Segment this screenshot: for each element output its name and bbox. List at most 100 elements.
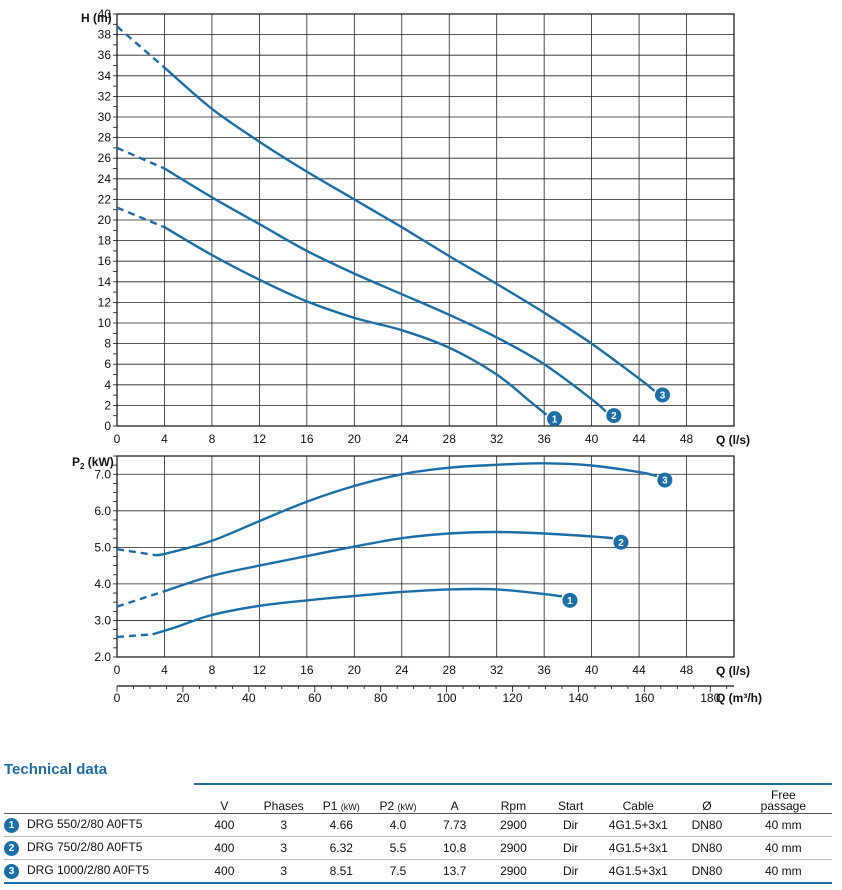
phases-header: Phases [263,799,304,813]
x-tick-label: 12 [253,432,267,446]
model-name: DRG 750/2/80 A0FT5 [27,840,143,855]
x-tick-label: 40 [585,663,599,677]
x-axis-label: Q (l/s) [716,664,750,678]
curve-3 [163,66,656,392]
model-cell: 2 DRG 750/2/80 A0FT5 [4,836,195,860]
row-number-badge: 3 [4,863,19,879]
rpm-header: Rpm [500,799,527,813]
y-tick-label: 4.0 [94,577,111,591]
secondary-x-tick-label: 20 [176,691,190,705]
x-tick-label: 8 [209,432,216,446]
x-tick-label: 32 [490,663,504,677]
plot-frame [116,13,735,427]
row-number-badge: 1 [4,817,19,833]
y-tick-label: 6 [104,357,111,371]
technical-data-title: Technical data [4,761,108,778]
x-tick-label: 4 [161,432,168,446]
p1-cell: 4.66 [312,813,370,837]
curve-3 [152,462,658,557]
y-tick-label: 14 [98,275,112,289]
y-tick-label: 34 [98,69,112,83]
voltage-header: V [220,799,229,813]
x-tick-label: 8 [209,663,216,677]
rpm-cell: 2900 [482,859,544,884]
curve-1-marker-label: 1 [567,596,573,607]
diameter-header: Ø [702,799,712,813]
phases-cell: 3 [254,836,313,860]
dia-cell: DN80 [679,836,735,860]
curve-1 [163,226,548,416]
secondary-x-tick-label: 140 [568,691,588,705]
v-cell: 400 [194,859,255,884]
table-row: 1 DRG 550/2/80 A0FT5 400 3 4.66 4.0 7.73 2900 Di… [4,813,832,837]
model-cell: 1 DRG 550/2/80 A0FT5 [4,813,195,837]
table-row: 2 DRG 750/2/80 A0FT5 400 3 6.32 5.5 10.8 2900 Di… [4,836,832,860]
y-tick-label: 40 [98,7,112,21]
free-passage-header: Free passage [760,788,807,813]
v-cell: 400 [194,813,255,837]
secondary-x-tick-label: 100 [437,691,457,705]
start-cell: Dir [543,836,598,860]
x-tick-label: 16 [300,432,314,446]
model-header [4,783,195,814]
phases-cell: 3 [254,859,313,884]
y-tick-label: 22 [98,192,112,206]
curve-1 [152,587,563,636]
curve-1-marker [562,592,578,608]
x-tick-label: 48 [680,432,694,446]
y-tick-label: 28 [98,131,112,145]
secondary-x-tick-label: 120 [502,691,522,705]
phases-cell: 3 [254,813,313,837]
x-axis-label: Q (l/s) [716,433,750,447]
y-tick-label: 32 [98,89,112,103]
y-tick-label: 6.0 [94,504,111,518]
start-cell: Dir [543,859,598,884]
free-cell: 40 mm [734,836,832,860]
x-tick-label: 4 [161,663,168,677]
y-tick-label: 38 [98,28,112,42]
table-header-row: V Phases P1 (kW) P2 (kW) A Rpm Start Cab… [4,783,832,814]
y-tick-label: 2 [104,398,111,412]
model-cell: 3 DRG 1000/2/80 A0FT5 [4,859,195,884]
x-tick-label: 40 [585,432,599,446]
model-name: DRG 550/2/80 A0FT5 [27,817,143,832]
curve-2-dashed [116,590,165,608]
curve-2-marker-label: 2 [611,411,617,422]
curve-1-dashed [116,206,165,229]
cable-cell: 4G1.5+3x1 [597,859,680,884]
x-tick-label: 36 [537,663,551,677]
x-tick-label: 12 [253,663,267,677]
x-tick-label: 0 [114,663,121,677]
curve-1-dashed [116,633,153,639]
x-tick-label: 20 [348,432,362,446]
curve-2-marker-label: 2 [618,538,624,549]
y-tick-label: 0 [104,419,111,433]
v-cell: 400 [194,836,255,860]
model-name: DRG 1000/2/80 A0FT5 [27,863,150,878]
y-tick-label: 18 [98,234,112,248]
a-cell: 13.7 [426,859,483,884]
p1-cell: 8.51 [312,859,370,884]
curve-2 [163,167,607,413]
y-tick-label: 3.0 [94,613,111,627]
cable-cell: 4G1.5+3x1 [597,813,680,837]
y-tick-label: 8 [104,337,111,351]
x-tick-label: 24 [395,432,409,446]
p2-cell: 5.5 [369,836,427,860]
p2-cell: 7.5 [369,859,427,884]
power-flow-chart: 2.03.04.05.06.07.00 4 8 12 16 20 24 28 32 36 40 44 4… [72,455,762,705]
amps-header: A [450,799,459,813]
p2-cell: 4.0 [369,813,427,837]
secondary-x-tick-label: 40 [242,691,256,705]
curve-2-marker [613,534,629,550]
y-tick-label: 24 [98,172,112,186]
secondary-x-tick-label: 160 [634,691,654,705]
x-tick-label: 28 [443,432,457,446]
plot-frame [116,455,735,658]
x-tick-label: 44 [632,432,646,446]
curve-3-marker-label: 3 [660,391,666,402]
y-tick-label: 12 [98,295,112,309]
secondary-x-tick-label: 180 [700,691,720,705]
